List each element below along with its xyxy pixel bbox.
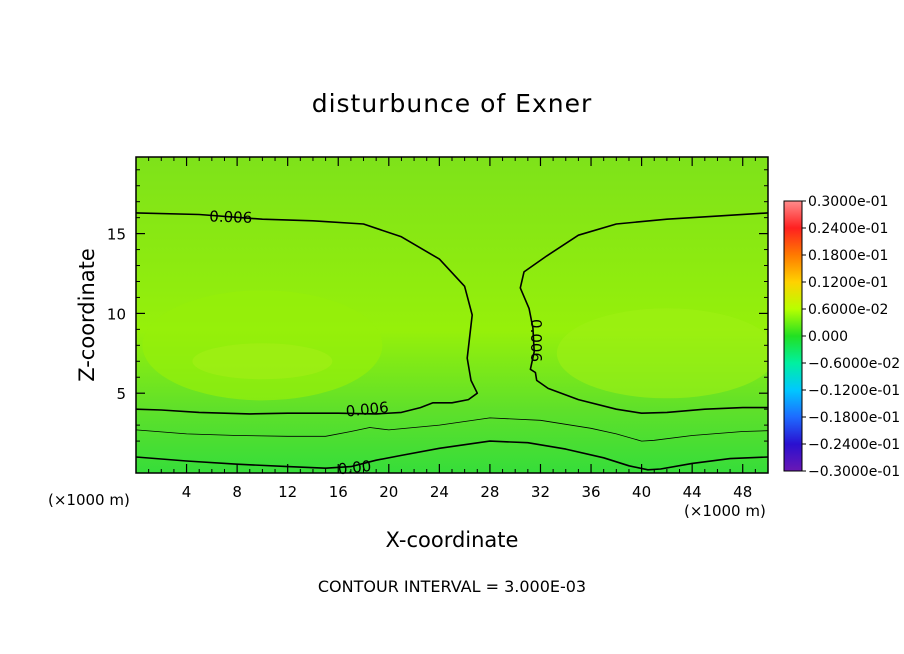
x-tick-labels: 4 8 12 16 20 24 28 32 36 40 44 48 [182,483,752,501]
y-tick-label: 15 [107,226,126,244]
contour-line [136,417,768,442]
chart-title: disturbunce of Exner [312,89,593,118]
colorbar-label: −0.3000e-01 [808,464,900,480]
colorbar-label: 0.6000e-02 [808,302,888,318]
colorbar-label: 0.3000e-01 [808,194,888,210]
x-tick-label: 32 [531,483,550,501]
colorbar: 0.3000e-01 0.2400e-01 0.1800e-01 0.1200e-01… [783,194,900,480]
colorbar-label: −0.2400e-01 [808,437,900,453]
x-tick-label: 48 [733,483,752,501]
x-tick-label: 16 [329,483,348,501]
x-tick-label: 24 [430,483,449,501]
contour-label: 0.006 [209,207,253,226]
x-tick-label: 40 [632,483,651,501]
x-unit-right: (×1000 m) [684,502,766,520]
y-axis-label: Z-coordinate [75,248,99,382]
contour-label: 0.006 [345,398,390,420]
contour-label: 0.006 [527,319,545,362]
x-tick-label: 4 [182,483,192,501]
x-tick-label: 12 [278,483,297,501]
colorbar-label: 0.2400e-01 [808,221,888,237]
y-tick-label: 10 [107,305,126,323]
x-tick-label: 8 [232,483,242,501]
x-axis-label: X-coordinate [386,528,519,552]
field-patch [192,343,333,380]
plot-area: 0.006 0.006 0.006 0.00 [135,156,769,478]
x-tick-label: 20 [379,483,398,501]
contour-interval-footer: CONTOUR INTERVAL = 3.000E-03 [318,577,586,596]
colorbar-label: −0.6000e-02 [808,356,900,372]
colorbar-label: −0.1200e-01 [808,383,900,399]
contour-label: 0.00 [337,457,372,478]
colorbar-label: 0.1200e-01 [808,275,888,291]
x-unit-left: (×1000 m) [48,491,130,509]
y-tick-label: 5 [116,385,126,403]
field-patch [556,308,768,399]
colorbar-label: −0.1800e-01 [808,410,900,426]
colorbar-scale [783,200,803,472]
colorbar-label: 0.000 [808,329,848,345]
x-tick-label: 28 [480,483,499,501]
x-tick-label: 36 [581,483,600,501]
y-tick-labels: 5 10 15 [107,226,126,404]
contour-line [519,212,768,414]
x-tick-label: 44 [683,483,702,501]
contour-line [136,212,479,415]
colorbar-label: 0.1800e-01 [808,248,888,264]
